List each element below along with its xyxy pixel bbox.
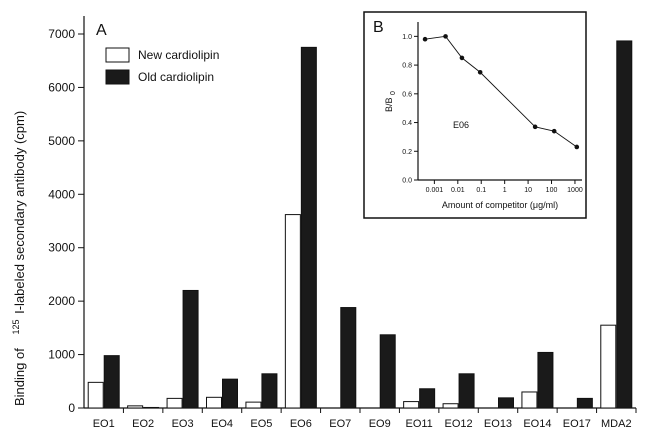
x-category-label: EO17 xyxy=(563,418,591,430)
bar-old-cardiolipin xyxy=(340,307,357,409)
x-category-label: EO5 xyxy=(250,418,272,430)
inset-data-point xyxy=(574,144,580,150)
bar-old-cardiolipin xyxy=(498,397,514,409)
inset-x-tick-label: 0.01 xyxy=(451,187,465,194)
bar-old-cardiolipin xyxy=(419,388,436,409)
bar-old-cardiolipin xyxy=(616,40,633,409)
y-tick-label: 1000 xyxy=(48,348,75,362)
bar-new-cardiolipin xyxy=(206,396,222,409)
bar-old-cardiolipin xyxy=(537,351,554,409)
inset-x-tick-label: 1000 xyxy=(567,187,583,194)
inset-annotation: E06 xyxy=(453,120,469,130)
inset-data-point xyxy=(459,55,465,61)
inset-y-axis-label: B/B 0 xyxy=(384,91,397,112)
bar-old-cardiolipin xyxy=(379,334,396,409)
bars xyxy=(87,40,633,409)
bar-old-cardiolipin xyxy=(458,373,475,409)
bar-new-cardiolipin xyxy=(87,381,104,409)
bar-new-cardiolipin xyxy=(521,391,538,409)
y-tick-label: 2000 xyxy=(48,294,75,308)
inset-data-point xyxy=(443,34,448,39)
legend-label-new: New cardiolipin xyxy=(138,48,219,62)
bar-new-cardiolipin xyxy=(166,397,183,409)
panel-letter-a: A xyxy=(96,22,107,39)
x-category-label: EO6 xyxy=(290,418,312,430)
inset-x-tick-label: 1 xyxy=(503,187,507,194)
x-category-label: EO3 xyxy=(172,418,194,430)
panel-letter-b: B xyxy=(373,19,384,36)
x-category-label: EO4 xyxy=(211,418,233,430)
bar-new-cardiolipin xyxy=(403,401,420,409)
inset-x-axis-label: Amount of competitor (μg/ml) xyxy=(442,200,558,210)
legend-swatch-new xyxy=(105,47,130,63)
x-category-label: EO9 xyxy=(369,418,391,430)
inset-y-tick-label: 1.0 xyxy=(402,34,412,41)
bar-new-cardiolipin xyxy=(600,324,617,409)
bar-old-cardiolipin xyxy=(143,406,160,409)
inset-y-tick-label: 0.2 xyxy=(402,149,412,156)
bar-old-cardiolipin xyxy=(103,355,120,409)
inset-data-point xyxy=(477,69,483,75)
x-category-label: EO11 xyxy=(405,418,432,430)
inset-y-tick-label: 0.4 xyxy=(402,120,412,127)
inset-x-tick-label: 10 xyxy=(524,187,532,194)
inset-frame xyxy=(363,11,587,219)
y-tick-label: 7000 xyxy=(48,27,75,41)
x-category-label: EO14 xyxy=(523,418,551,430)
bar-old-cardiolipin xyxy=(261,373,278,409)
x-category-label: EO1 xyxy=(93,418,115,430)
y-axis-label-superscript: 125 xyxy=(11,320,21,335)
inset-y-tick-label: 0.6 xyxy=(402,91,412,98)
x-category-label: MDA2 xyxy=(601,418,632,430)
x-category-label: EO13 xyxy=(484,418,512,430)
inset-data-point xyxy=(532,124,538,130)
x-category-label: EO12 xyxy=(445,418,473,430)
inset-ticks: 0.001 0.01 0.1 1 10 100 1000 0.0 0.2 0.4 0.6 0.8 1.0 xyxy=(402,34,583,194)
y-tick-label: 4000 xyxy=(48,187,75,201)
bar-old-cardiolipin xyxy=(222,378,238,409)
bar-old-cardiolipin xyxy=(576,397,593,409)
bar-new-cardiolipin xyxy=(245,401,262,409)
category-labels: EO1 EO2 EO3 EO4 EO5 EO6 EO7 EO9 EO11 EO12 EO13 EO14… xyxy=(93,408,637,430)
y-tick-label: 6000 xyxy=(48,80,75,94)
inset-x-tick-label: 0.001 xyxy=(426,187,444,194)
inset-x-tick-label: 0.1 xyxy=(476,187,486,194)
y-axis-label: Binding of 125 I-labeled secondary antib… xyxy=(7,111,27,406)
inset-points xyxy=(422,34,580,150)
inset-chart: B 0.001 0.01 0.1 1 10 100 1000 0.0 0.2 0.4 0.6 0.8 1… xyxy=(363,11,587,219)
legend-swatch-old xyxy=(105,69,130,85)
inset-x-tick-label: 100 xyxy=(546,187,558,194)
inset-y-tick-label: 0.0 xyxy=(402,178,412,185)
y-tick-label: 3000 xyxy=(48,241,75,255)
bar-new-cardiolipin xyxy=(284,214,301,409)
y-axis-label-rest: I-labeled secondary antibody (cpm) xyxy=(12,111,27,314)
y-tick-label: 5000 xyxy=(48,134,75,148)
bar-new-cardiolipin xyxy=(442,403,459,409)
bar-old-cardiolipin xyxy=(182,289,199,409)
x-category-label: EO7 xyxy=(329,418,351,430)
y-tick-label: 0 xyxy=(68,401,75,415)
x-category-label: EO2 xyxy=(132,418,154,430)
inset-y-tick-label: 0.8 xyxy=(402,63,412,70)
y-ticks: 0 1000 2000 3000 4000 5000 6000 7000 xyxy=(48,27,84,415)
y-axis-label-prefix: Binding of xyxy=(12,348,27,406)
inset-data-point xyxy=(422,36,428,42)
inset-y-axis-label-sub: 0 xyxy=(390,91,397,95)
legend: New cardiolipin Old cardiolipin xyxy=(105,47,219,85)
inset-y-axis-label-base: B/B xyxy=(384,97,394,112)
bar-new-cardiolipin xyxy=(127,405,144,409)
bar-old-cardiolipin xyxy=(300,46,317,409)
legend-label-old: Old cardiolipin xyxy=(138,70,214,84)
inset-data-point xyxy=(551,128,557,134)
